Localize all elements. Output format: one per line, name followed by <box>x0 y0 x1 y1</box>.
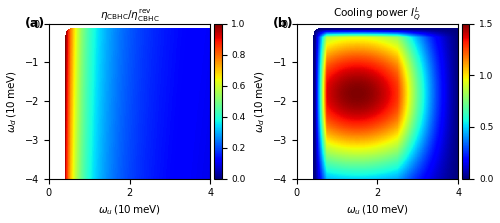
Y-axis label: $\omega_d\,(10\,\mathrm{meV})$: $\omega_d\,(10\,\mathrm{meV})$ <box>6 70 19 132</box>
Title: $\eta_{\mathrm{CBHC}}/\eta_{\mathrm{CBHC}}^{\mathrm{rev}}$: $\eta_{\mathrm{CBHC}}/\eta_{\mathrm{CBHC… <box>100 8 160 24</box>
Y-axis label: $\omega_d\,(10\,\mathrm{meV})$: $\omega_d\,(10\,\mathrm{meV})$ <box>254 70 267 132</box>
Title: Cooling power $I_Q^L$: Cooling power $I_Q^L$ <box>334 6 422 24</box>
Text: (b): (b) <box>272 17 293 31</box>
X-axis label: $\omega_u\,(10\,\mathrm{meV})$: $\omega_u\,(10\,\mathrm{meV})$ <box>98 204 161 217</box>
Text: (a): (a) <box>24 17 45 31</box>
X-axis label: $\omega_u\,(10\,\mathrm{meV})$: $\omega_u\,(10\,\mathrm{meV})$ <box>346 204 409 217</box>
